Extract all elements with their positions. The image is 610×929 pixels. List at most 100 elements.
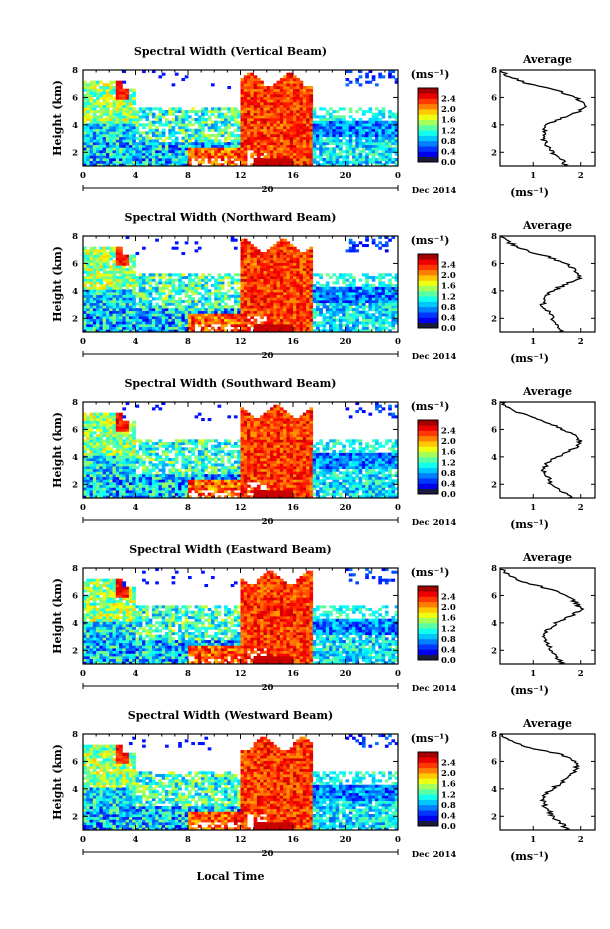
- heatmap-cell: [276, 104, 281, 108]
- heatmap-cell: [368, 305, 373, 309]
- heatmap-cell: [289, 324, 294, 328]
- heatmap-cell: [256, 254, 261, 258]
- heatmap-cell: [109, 252, 113, 256]
- heatmap-cell: [96, 281, 100, 285]
- heatmap-cell: [109, 160, 113, 164]
- heatmap-cell: [92, 444, 97, 448]
- heatmap-cell: [342, 163, 346, 167]
- heatmap-cell: [335, 302, 340, 306]
- heatmap-cell: [96, 88, 100, 92]
- heatmap-cell: [227, 318, 232, 322]
- heatmap-cell: [155, 318, 159, 322]
- heatmap-cell: [279, 131, 284, 135]
- heatmap-cell: [201, 128, 205, 132]
- heatmap-cell: [371, 326, 376, 330]
- heatmap-cell: [122, 313, 127, 317]
- heatmap-cell: [289, 91, 294, 95]
- heatmap-cell: [243, 139, 248, 143]
- heatmap-cell: [240, 80, 245, 84]
- heatmap-cell: [188, 147, 192, 151]
- heatmap-cell: [286, 324, 291, 328]
- heatmap-cell: [132, 316, 136, 320]
- heatmap-cell: [83, 305, 87, 309]
- heatmap-cell: [279, 158, 284, 162]
- heatmap-cell: [302, 160, 307, 164]
- heatmap-cell: [352, 147, 356, 151]
- heatmap-cell: [335, 128, 340, 132]
- heatmap-cell: [253, 321, 258, 325]
- heatmap-cell: [309, 120, 314, 124]
- heatmap-cell: [99, 80, 104, 84]
- heatmap-cell: [263, 284, 268, 288]
- heatmap-cell: [243, 155, 248, 159]
- heatmap-cell: [115, 152, 120, 156]
- heatmap-cell: [286, 72, 291, 76]
- heatmap-cell: [105, 281, 110, 285]
- heatmap-cell: [237, 302, 241, 306]
- heatmap-cell: [83, 471, 87, 475]
- heatmap-cell: [306, 292, 310, 296]
- heatmap-cell: [184, 118, 189, 122]
- heatmap-cell: [319, 142, 323, 146]
- heatmap-cell: [243, 316, 248, 320]
- heatmap-cell: [233, 152, 238, 156]
- heatmap-cell: [260, 268, 264, 272]
- heatmap-cell: [293, 300, 297, 304]
- heatmap-cell: [142, 70, 146, 74]
- heatmap-cell: [256, 96, 261, 100]
- heatmap-cell: [165, 150, 169, 154]
- heatmap-cell: [233, 313, 238, 317]
- heatmap-cell: [335, 136, 340, 140]
- heatmap-cell: [99, 326, 104, 330]
- heatmap-cell: [102, 126, 107, 130]
- heatmap-cell: [128, 302, 133, 306]
- heatmap-cell: [92, 431, 97, 435]
- heatmap-cell: [243, 147, 248, 151]
- heatmap-cell: [201, 302, 205, 306]
- heatmap-cell: [358, 289, 363, 293]
- heatmap-cell: [201, 316, 205, 320]
- heatmap-cell: [332, 123, 337, 127]
- heatmap-cell: [128, 305, 133, 309]
- heatmap-cell: [289, 257, 294, 261]
- heatmap-cell: [155, 107, 159, 111]
- colorbar-tick-label: 0.4: [441, 313, 456, 323]
- heatmap-cell: [293, 318, 297, 322]
- heatmap-cell: [381, 123, 386, 127]
- heatmap-cell: [352, 326, 356, 330]
- heatmap-cell: [342, 313, 346, 317]
- heatmap-cell: [365, 292, 369, 296]
- heatmap-cell: [92, 86, 97, 90]
- heatmap-cell: [227, 150, 232, 154]
- heatmap-cell: [309, 104, 314, 108]
- heatmap-cell: [188, 134, 192, 138]
- heatmap-cell: [348, 281, 353, 285]
- heatmap-cell: [296, 131, 300, 135]
- heatmap-cell: [296, 268, 300, 272]
- heatmap-cell: [368, 107, 373, 111]
- heatmap-cell: [240, 110, 245, 114]
- heatmap-cell: [352, 289, 356, 293]
- heatmap-cell: [253, 99, 258, 103]
- heatmap-cell: [181, 281, 186, 285]
- heatmap-cell: [92, 418, 97, 422]
- heatmap-cell: [89, 442, 94, 446]
- heatmap-cell: [368, 147, 373, 151]
- heatmap-cell: [378, 120, 382, 124]
- heatmap-cell: [142, 273, 146, 277]
- heatmap-cell: [299, 123, 304, 127]
- heatmap-cell: [309, 278, 314, 282]
- date-label: Dec 2014: [412, 186, 457, 196]
- heatmap-cell: [355, 158, 360, 162]
- heatmap-cell: [99, 492, 104, 496]
- heatmap-cell: [306, 144, 310, 148]
- heatmap-cell: [142, 286, 146, 290]
- heatmap-cell: [266, 302, 271, 306]
- heatmap-cell: [365, 163, 369, 167]
- heatmap-cell: [243, 297, 248, 301]
- heatmap-cell: [345, 78, 350, 82]
- heatmap-cell: [247, 147, 251, 151]
- heatmap-cell: [309, 115, 314, 119]
- heatmap-cell: [158, 163, 163, 167]
- heatmap-cell: [96, 471, 100, 475]
